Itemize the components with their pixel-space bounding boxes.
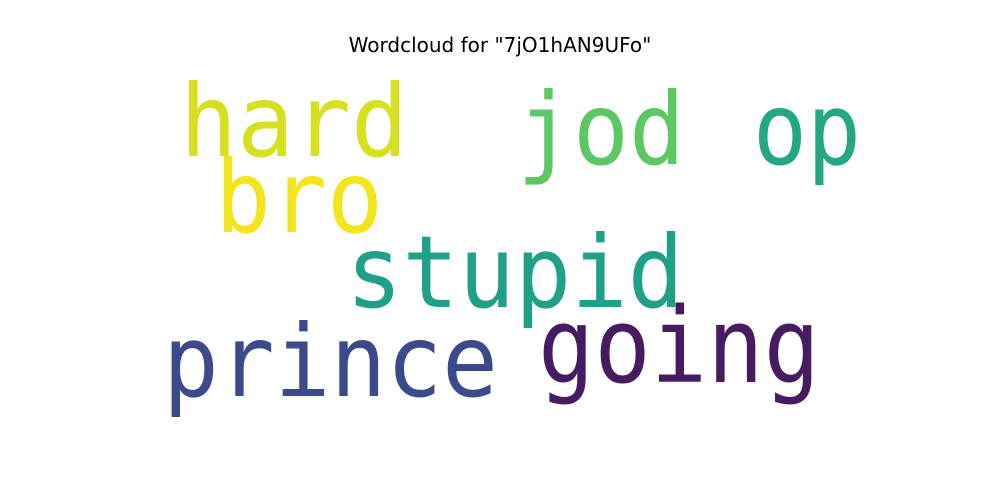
chart-title: Wordcloud for "7jO1hAN9UFo" (348, 33, 652, 57)
word-prince: prince (163, 303, 498, 420)
word-going: going (538, 285, 820, 407)
word-jod: jod (517, 71, 685, 188)
word-hard: hard (180, 63, 408, 180)
word-stupid: stupid (346, 214, 684, 331)
word-bro: bro (215, 139, 383, 256)
word-op: op (753, 71, 861, 188)
